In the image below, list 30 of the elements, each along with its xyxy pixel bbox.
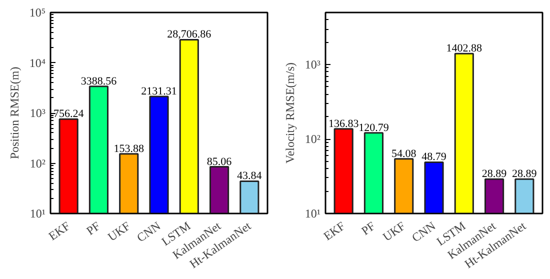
y-axis-title: Velocity RMSE(m/s): [282, 62, 297, 164]
x-tick-label: PF: [84, 218, 104, 238]
data-label: 28.89: [482, 168, 508, 180]
y-tick-label: 10¹: [304, 206, 321, 220]
x-tick-label: PF: [358, 218, 378, 238]
x-tick-label: EKF: [46, 218, 73, 244]
y-axis-title: Position RMSE(m): [7, 66, 22, 160]
data-label: 43.84: [237, 170, 262, 182]
data-label: 2131.31: [141, 85, 177, 98]
data-label: 120.79: [358, 122, 390, 134]
data-label: 3388.56: [80, 75, 118, 88]
y-tick-label: 10²: [304, 132, 321, 146]
data-label: 1402.88: [446, 42, 483, 55]
y-tick-label: 10³: [304, 58, 321, 72]
data-label: 85.06: [206, 156, 232, 168]
data-label: 28,706.86: [167, 28, 212, 41]
x-tick-label: EKF: [321, 218, 348, 244]
data-label: 48.79: [422, 151, 447, 164]
x-tick-label: UKF: [105, 218, 134, 244]
data-label: 153.88: [114, 142, 144, 155]
data-label: 756.24: [53, 108, 84, 120]
data-label: 136.83: [328, 118, 360, 130]
y-tick-label: 10²: [30, 156, 46, 170]
y-tick-label: 10¹: [30, 206, 46, 220]
y-tick-label: 10⁵: [29, 6, 46, 20]
data-label: 28.89: [512, 168, 538, 180]
x-tick-label: UKF: [380, 218, 408, 244]
y-tick-label: 10⁴: [29, 56, 46, 70]
y-tick-label: 10³: [30, 106, 46, 120]
data-label: 54.08: [391, 148, 417, 160]
